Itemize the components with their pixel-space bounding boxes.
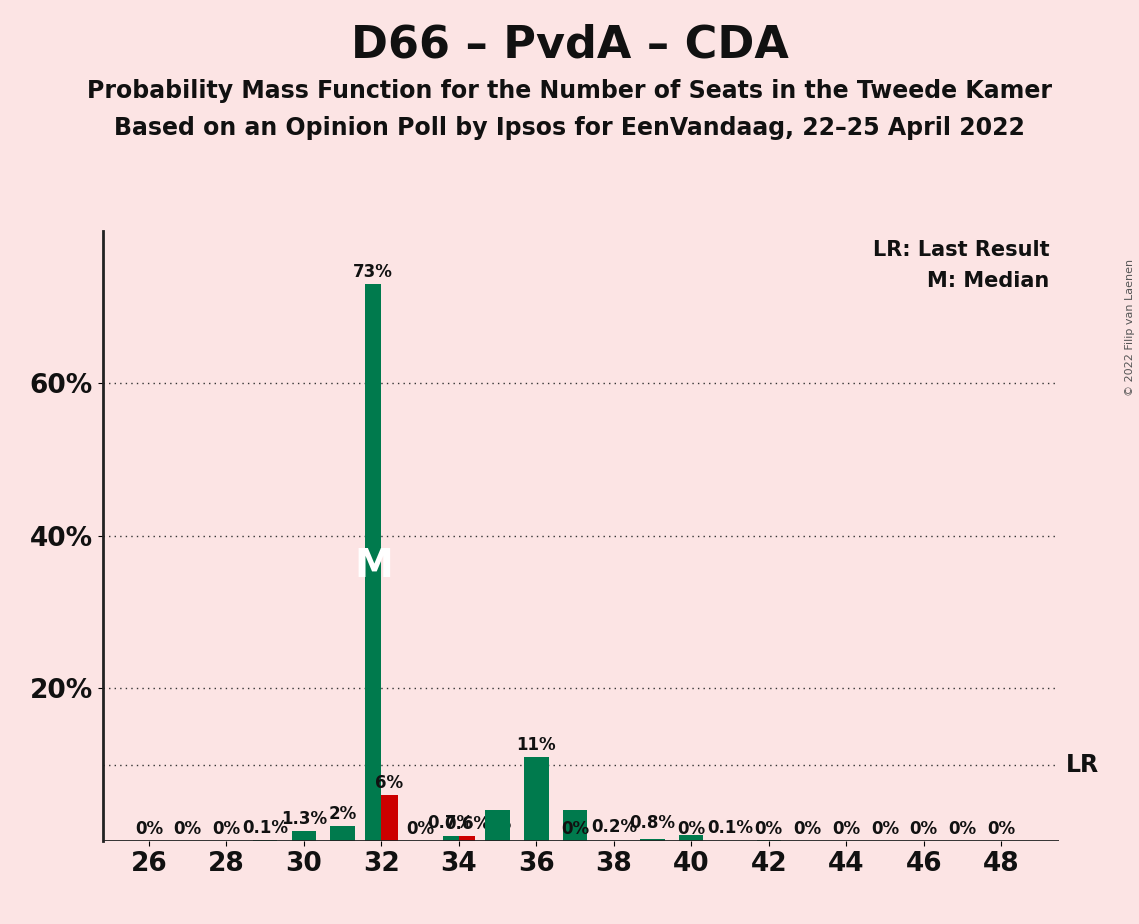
- Text: 0%: 0%: [988, 820, 1015, 838]
- Text: Probability Mass Function for the Number of Seats in the Tweede Kamer: Probability Mass Function for the Number…: [87, 79, 1052, 103]
- Text: 0%: 0%: [173, 820, 202, 838]
- Text: 0%: 0%: [833, 820, 860, 838]
- Bar: [443, 835, 459, 841]
- Text: 0%: 0%: [562, 820, 589, 838]
- Text: 73%: 73%: [353, 263, 393, 281]
- Bar: [679, 834, 704, 841]
- Text: 0%: 0%: [871, 820, 899, 838]
- Bar: [366, 285, 382, 841]
- Bar: [485, 810, 510, 841]
- Text: © 2022 Filip van Laenen: © 2022 Filip van Laenen: [1125, 259, 1134, 395]
- Bar: [459, 836, 475, 841]
- Text: 4%: 4%: [483, 815, 511, 833]
- Bar: [292, 831, 317, 841]
- Bar: [382, 795, 398, 841]
- Text: 2%: 2%: [328, 805, 357, 822]
- Bar: [485, 836, 510, 841]
- Text: 6%: 6%: [376, 774, 403, 792]
- Text: 0.6%: 0.6%: [444, 815, 490, 833]
- Text: 0%: 0%: [678, 820, 705, 838]
- Bar: [330, 826, 355, 841]
- Text: 11%: 11%: [516, 736, 556, 754]
- Text: 0%: 0%: [134, 820, 163, 838]
- Text: 0%: 0%: [407, 820, 434, 838]
- Text: 0.8%: 0.8%: [630, 814, 675, 832]
- Text: 0.1%: 0.1%: [707, 819, 753, 837]
- Text: 1.3%: 1.3%: [281, 809, 327, 828]
- Text: 0%: 0%: [910, 820, 937, 838]
- Bar: [563, 810, 588, 841]
- Text: 0%: 0%: [755, 820, 782, 838]
- Text: 0%: 0%: [794, 820, 821, 838]
- Text: 0.2%: 0.2%: [591, 819, 637, 836]
- Text: M: M: [354, 547, 393, 586]
- Text: 0%: 0%: [212, 820, 240, 838]
- Text: 0%: 0%: [949, 820, 976, 838]
- Text: D66 – PvdA – CDA: D66 – PvdA – CDA: [351, 23, 788, 67]
- Text: M: Median: M: Median: [927, 271, 1050, 291]
- Text: 0.1%: 0.1%: [243, 819, 288, 837]
- Bar: [640, 839, 665, 841]
- Text: LR: Last Result: LR: Last Result: [874, 240, 1050, 261]
- Text: Based on an Opinion Poll by Ipsos for EenVandaag, 22–25 April 2022: Based on an Opinion Poll by Ipsos for Ee…: [114, 116, 1025, 140]
- Text: 0.7%: 0.7%: [427, 814, 474, 833]
- Text: LR: LR: [1066, 753, 1099, 776]
- Bar: [524, 757, 549, 841]
